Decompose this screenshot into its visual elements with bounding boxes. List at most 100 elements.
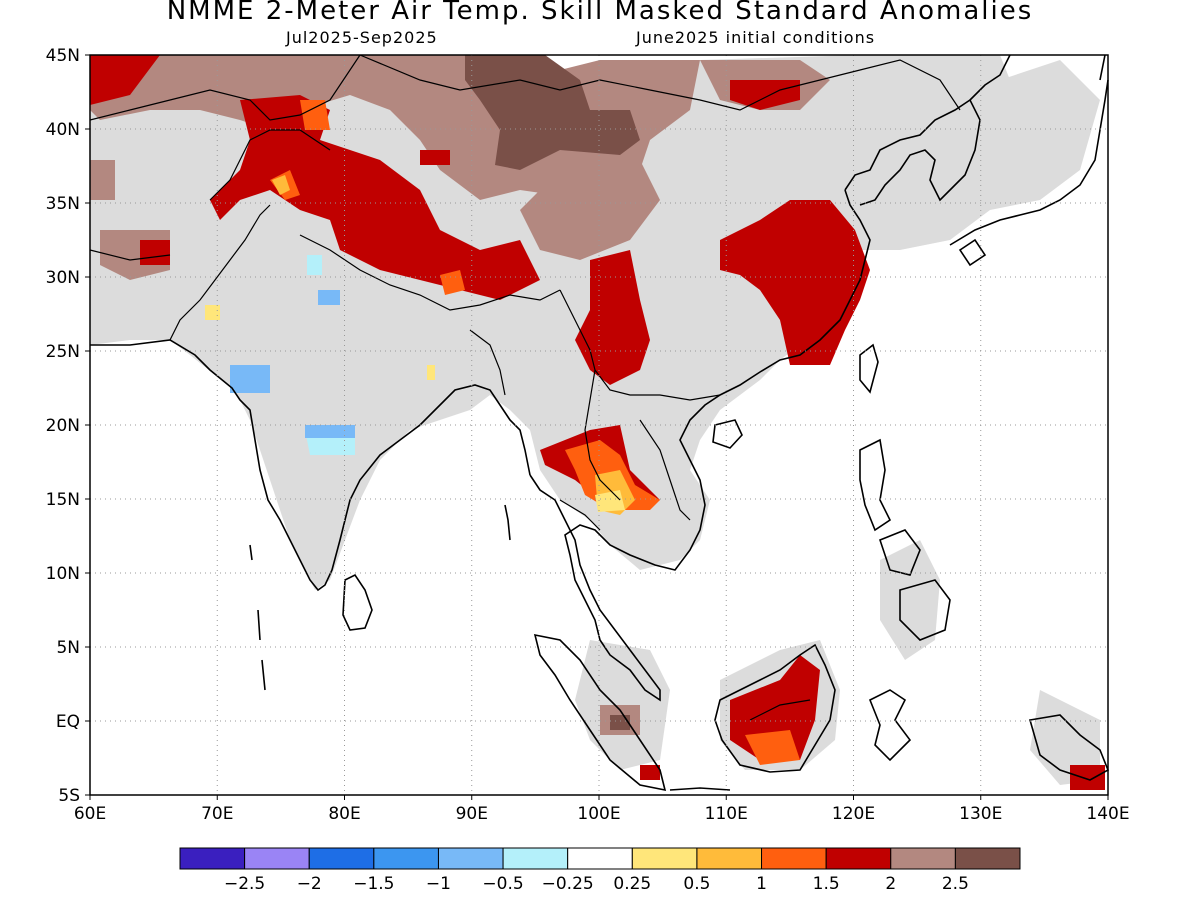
coastline-sumatra: [533, 633, 667, 792]
colorbar-label: −2: [297, 874, 322, 894]
anomaly-0p25-shading: [205, 305, 220, 320]
coastline-korea-east: [969, 54, 1011, 101]
colorbar-label: −1: [426, 874, 451, 894]
colorbar-swatch: [761, 847, 827, 870]
anomaly-1p5-shading: [730, 80, 800, 110]
colorbar-label: 1: [756, 874, 767, 894]
longitude-label: 60E: [74, 804, 106, 824]
coastline-taiwan: [859, 343, 879, 394]
coastline-north-china: [844, 98, 981, 206]
colorbar-swatch: [308, 847, 375, 870]
anomaly-0p5-shading: [272, 175, 290, 195]
colorbar-swatch: [437, 847, 504, 870]
coastline-sri-lanka: [342, 573, 373, 631]
lat-lon-grid: [90, 55, 1108, 795]
coastline-luzon: [859, 438, 892, 532]
coastline-andaman: [504, 504, 511, 541]
coastline-islands: [249, 544, 266, 691]
colorbar-label: −1.5: [353, 874, 394, 894]
forecast-period: Jul2025-Sep2025: [286, 28, 438, 47]
longitude-label: 90E: [456, 804, 488, 824]
anomaly-0p25-shading: [427, 365, 435, 380]
latitude-label: 40N: [46, 120, 80, 140]
border-line: [359, 54, 961, 111]
latitude-label: 5S: [58, 786, 80, 806]
anomaly-2-shading: [520, 160, 660, 260]
anomaly-1p5-shading: [90, 55, 160, 105]
anomaly-1p5-shading: [210, 95, 540, 300]
coastline-hainan: [712, 419, 743, 449]
map-title: NMME 2-Meter Air Temp. Skill Masked Stan…: [166, 0, 1034, 26]
anomaly-1p5-shading: [1070, 765, 1105, 790]
latitude-label: 30N: [46, 268, 80, 288]
border-line: [89, 54, 361, 121]
anomaly-neg0p5-shading: [318, 290, 340, 305]
longitude-label: 140E: [1086, 804, 1129, 824]
border-line: [559, 499, 601, 531]
colorbar-label: −2.5: [224, 874, 265, 894]
colorbar-swatch: [825, 847, 892, 870]
anomaly-neg0p5-shading: [230, 365, 270, 393]
anomaly-1-shading: [300, 100, 330, 130]
anomaly-1-shading: [440, 270, 465, 295]
initial-conditions: June2025 initial conditions: [636, 28, 876, 47]
anomaly-1p5-shading: [640, 765, 660, 780]
border-line: [169, 204, 271, 341]
colorbar-swatch: [696, 847, 763, 870]
colorbar-label: −0.25: [542, 874, 594, 894]
colorbar-label: 0.25: [613, 874, 651, 894]
colorbar-label: 2: [885, 874, 896, 894]
latitude-label: 20N: [46, 416, 80, 436]
colorbar-swatch: [631, 847, 698, 870]
latitude-label: 10N: [46, 564, 80, 584]
coastline-south-asia: [90, 339, 531, 592]
coastline-mindanao: [899, 579, 951, 641]
anomaly-2p5-shading: [610, 715, 630, 730]
colorbar-swatch: [502, 847, 569, 870]
anomaly-1p5-shading: [720, 200, 870, 365]
colorbar: −2.5 −2 −1.5 −1 −0.5 −0.25 0.25 0.5 1 1.5 2 2.5: [179, 847, 1021, 894]
anomaly-2p5-shading: [465, 55, 640, 170]
colorbar-swatch: [567, 847, 633, 870]
anomaly-1-shading: [745, 730, 800, 765]
colorbar-label: 1.5: [813, 874, 840, 894]
coastline-sulawesi: [868, 689, 912, 762]
anomaly-1p5-shading: [575, 250, 650, 385]
longitude-label: 100E: [577, 804, 620, 824]
border-line: [209, 129, 331, 201]
colorbar-swatch: [244, 847, 310, 870]
anomaly-neg0p25-shading: [307, 255, 322, 275]
coastline-japan: [949, 79, 1109, 246]
border-line: [584, 369, 621, 501]
latitude-label: EQ: [56, 712, 80, 732]
anomaly-neg0p5-shading: [305, 425, 355, 438]
latitude-label: 5N: [56, 638, 80, 658]
anomaly-0p25-shading: [595, 490, 625, 512]
longitude-label: 130E: [959, 804, 1002, 824]
latitude-label: 15N: [46, 490, 80, 510]
coastline-far-east: [1099, 54, 1106, 81]
coastlines: [90, 54, 1110, 792]
colorbar-label: −0.5: [482, 874, 523, 894]
country-borders: [89, 54, 961, 721]
latitude-label: 25N: [46, 342, 80, 362]
anomaly-1p5-shading: [140, 240, 170, 265]
border-line: [89, 249, 171, 261]
longitude-label: 80E: [328, 804, 360, 824]
longitude-label: 110E: [705, 804, 748, 824]
anomaly-shading: [90, 55, 1105, 790]
longitude-label: 120E: [832, 804, 875, 824]
colorbar-label: 2.5: [942, 874, 969, 894]
anomaly-1p5-shading: [420, 150, 450, 165]
border-line: [469, 329, 506, 396]
anomaly-2-shading: [90, 160, 115, 200]
border-line: [559, 289, 721, 401]
longitude-label: 70E: [201, 804, 233, 824]
border-line: [749, 699, 811, 721]
colorbar-swatch: [179, 847, 246, 870]
colorbar-label: 0.5: [683, 874, 710, 894]
coastline-java: [669, 787, 731, 791]
colorbar-swatch: [373, 847, 439, 870]
